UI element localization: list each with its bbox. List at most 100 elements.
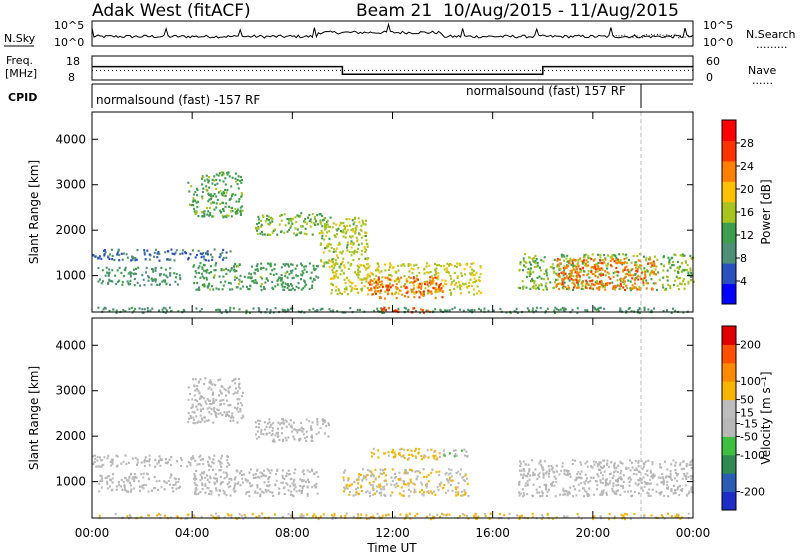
scatter-cell [282, 419, 285, 423]
scatter-cell [460, 292, 462, 295]
scatter-cell [475, 279, 478, 282]
scatter-cell [364, 247, 367, 250]
scatter-cell [220, 481, 223, 484]
scatter-cell [599, 261, 602, 264]
scatter-cell [556, 278, 559, 281]
scatter-cell [532, 271, 535, 274]
scatter-cell [240, 280, 243, 283]
scatter-cell [390, 483, 393, 486]
colorbar-tick-label: 200 [740, 338, 761, 351]
scatter-cell [431, 468, 434, 471]
scatter-cell [419, 308, 422, 311]
scatter-cell [443, 484, 446, 487]
scatter-cell [331, 268, 334, 272]
scatter-cell [195, 487, 198, 490]
scatter-cell [604, 274, 607, 277]
scatter-cell [563, 277, 566, 281]
scatter-cell [236, 390, 239, 393]
scatter-cell [327, 225, 330, 228]
scatter-cell [126, 490, 129, 493]
scatter-cell [208, 272, 211, 275]
scatter-cell [255, 516, 258, 519]
scatter-cell [608, 272, 611, 275]
scatter-cell [403, 285, 406, 288]
scatter-cell [109, 460, 112, 463]
scatter-cell [677, 486, 679, 489]
scatter-cell [341, 269, 344, 272]
scatter-cell [669, 284, 672, 287]
scatter-cell [439, 289, 442, 292]
scatter-cell [225, 475, 228, 478]
scatter-cell [158, 259, 161, 262]
scatter-cell [214, 477, 217, 480]
scatter-cell [340, 261, 343, 265]
scatter-cell [611, 254, 614, 257]
scatter-cell [569, 275, 572, 279]
scatter-cell [240, 514, 243, 517]
scatter-cell [366, 490, 369, 493]
scatter-cell [391, 284, 394, 287]
scatter-cell [227, 514, 230, 517]
scatter-cell [192, 457, 195, 460]
scatter-cell [516, 311, 519, 314]
scatter-cell [294, 486, 297, 489]
scatter-cell [291, 482, 294, 485]
scatter-cell [662, 477, 665, 480]
scatter-cell [240, 181, 243, 184]
scatter-cell [646, 270, 649, 273]
scatter-cell [292, 217, 294, 220]
scatter-cell [165, 481, 168, 484]
scatter-cell [190, 416, 193, 419]
scatter-cell [560, 469, 563, 472]
scatter-cell [448, 452, 451, 455]
scatter-cell [451, 308, 454, 311]
scatter-cell [342, 257, 345, 260]
scatter-cell [315, 265, 318, 268]
scatter-cell [583, 481, 586, 484]
scatter-cell [599, 493, 602, 496]
scatter-cell [627, 307, 630, 310]
scatter-cell [306, 513, 309, 516]
scatter-cell [351, 281, 354, 284]
scatter-cell [358, 221, 361, 224]
scatter-cell [197, 200, 200, 203]
scatter-cell [489, 512, 492, 515]
scatter-cell [116, 464, 119, 467]
scatter-cell [345, 286, 348, 289]
scatter-cell [254, 476, 257, 479]
scatter-cell [352, 515, 355, 518]
scatter-cell [315, 433, 318, 436]
scatter-cell [267, 489, 270, 492]
scatter-cell [130, 306, 133, 309]
scatter-cell [399, 448, 402, 451]
scatter-cell [469, 278, 472, 281]
scatter-cell [345, 276, 348, 279]
scatter-cell [374, 468, 377, 471]
scatter-cell [234, 476, 237, 479]
scatter-cell [290, 288, 293, 291]
scatter-cell [428, 513, 431, 516]
scatter-cell [576, 311, 579, 314]
scatter-cell [93, 460, 96, 464]
scatter-cell [135, 267, 137, 270]
scatter-cell [250, 276, 253, 279]
scatter-cell [99, 278, 101, 281]
scatter-cell [325, 261, 328, 264]
scatter-cell [600, 279, 603, 282]
scatter-cell [400, 276, 402, 279]
scatter-cell [661, 480, 664, 484]
scatter-cell [622, 486, 625, 490]
scatter-cell [632, 472, 635, 475]
scatter-cell [202, 407, 204, 410]
scatter-cell [519, 263, 522, 266]
scatter-cell [544, 285, 547, 288]
scatter-cell [118, 266, 121, 269]
scatter-cell [395, 278, 398, 281]
scatter-cell [644, 473, 647, 476]
scatter-cell [429, 518, 432, 521]
scatter-cell [169, 283, 171, 286]
scatter-cell [568, 472, 571, 475]
scatter-cell [133, 284, 136, 287]
scatter-cell [131, 255, 134, 258]
scatter-cell [412, 284, 415, 287]
